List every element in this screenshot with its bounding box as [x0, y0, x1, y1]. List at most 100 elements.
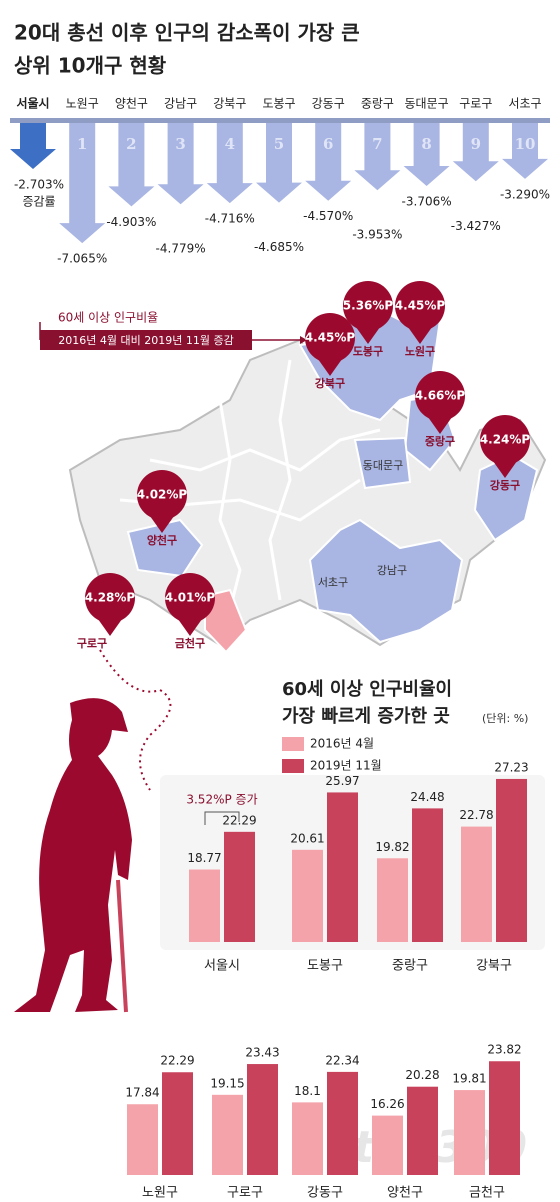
category-label: 도봉구	[307, 959, 343, 974]
top-band	[10, 118, 550, 123]
cane	[116, 879, 128, 1013]
value-label: 22.78	[459, 808, 493, 822]
bar	[407, 1086, 438, 1175]
category-label: 서울시	[204, 959, 240, 974]
value-label: -2.703%	[14, 177, 64, 191]
category-label: 양천구	[387, 1186, 423, 1201]
value-label: -3.953%	[352, 228, 402, 242]
value-label: -3.427%	[451, 219, 501, 233]
value-label: 25.97	[325, 774, 359, 788]
arrow	[305, 123, 352, 201]
bar	[412, 808, 443, 942]
category-label: 구로구	[227, 1186, 263, 1201]
rank: 7	[372, 135, 382, 153]
legend-label: 2016년 4월	[310, 737, 374, 751]
value-label: 19.15	[210, 1076, 244, 1090]
pin	[305, 313, 355, 363]
category-label: 양천구	[115, 96, 148, 111]
bar	[212, 1094, 243, 1175]
rank: 4	[225, 135, 235, 153]
value-label: -3.290%	[500, 187, 550, 201]
annotation: 3.52%P 증가	[186, 793, 257, 807]
district	[308, 518, 464, 644]
figure	[14, 698, 132, 1012]
category-label: 서울시	[16, 96, 49, 111]
category-label: 금천구	[469, 1186, 505, 1201]
arrow	[403, 123, 450, 187]
bar	[292, 849, 323, 942]
category-label: 중랑구	[392, 959, 428, 974]
rank: 5	[274, 135, 284, 153]
bar	[189, 869, 220, 942]
category-label: 노원구	[142, 1186, 178, 1201]
pin-district: 강북구	[315, 376, 345, 390]
pin-district: 양천구	[147, 533, 177, 547]
rank: 2	[126, 135, 136, 153]
map: 동대문구 서초구 강남구	[68, 298, 547, 654]
pin-value: 4.66%P	[415, 389, 466, 403]
pin	[415, 371, 465, 421]
arrow	[108, 123, 155, 207]
bar	[496, 778, 527, 942]
silhouette	[14, 698, 132, 1013]
district	[353, 436, 412, 490]
category-label: 서초구	[508, 97, 541, 111]
value-label: -3.706%	[402, 195, 452, 209]
arrow	[354, 123, 401, 191]
value-label: -7.065%	[57, 252, 107, 266]
value-label: -4.779%	[156, 242, 206, 256]
value-label: 16.26	[370, 1097, 404, 1111]
category-label: 강남구	[164, 97, 197, 111]
value-label: 19.82	[375, 840, 409, 854]
district	[204, 588, 248, 654]
rank: 9	[471, 135, 481, 153]
category-label: 강북구	[213, 97, 246, 111]
chart-title: 60세 이상 인구비율이	[282, 679, 452, 700]
value-label: -4.685%	[254, 240, 304, 254]
rank: 10	[515, 135, 536, 153]
value-label: 23.43	[245, 1046, 279, 1060]
pin-district: 구로구	[77, 637, 107, 650]
bar	[327, 792, 358, 942]
note-title: 60세 이상 인구비율	[58, 311, 158, 325]
value-label: -4.903%	[106, 215, 156, 229]
note-arrowhead	[300, 336, 307, 344]
bar	[162, 1072, 193, 1175]
arrow	[157, 123, 204, 205]
pin	[480, 415, 530, 465]
value-label: -4.570%	[303, 209, 353, 223]
pin-district: 노원구	[405, 344, 435, 358]
rank: 6	[323, 135, 333, 153]
value-label: 22.29	[160, 1054, 194, 1068]
pin-value: 4.45%P	[395, 299, 446, 313]
pin	[85, 573, 135, 623]
value-label: 27.23	[494, 760, 528, 774]
bar	[247, 1064, 278, 1175]
category-label: 강북구	[476, 959, 512, 974]
pin-value: 5.36%P	[343, 299, 394, 313]
title-line: 상위 10개구 현황	[14, 54, 167, 78]
legend-swatch	[282, 759, 304, 773]
category-label: 도봉구	[262, 97, 295, 111]
pin	[343, 281, 393, 331]
pin	[395, 281, 445, 331]
bar	[327, 1071, 358, 1175]
pin-district: 중랑구	[425, 435, 455, 448]
value-label: 18.77	[187, 851, 221, 865]
pin-value: 4.02%P	[137, 488, 188, 502]
category-label: 동대문구	[405, 97, 449, 111]
bar	[127, 1104, 158, 1175]
bar	[454, 1090, 485, 1175]
arrow	[256, 123, 302, 203]
value-label: 24.48	[410, 790, 444, 804]
pin-district: 도봉구	[353, 345, 383, 358]
pin-value: 4.45%P	[305, 331, 356, 345]
district-label: 강남구	[377, 564, 407, 577]
bar	[292, 1102, 323, 1175]
arrow	[502, 123, 548, 179]
pin-district: 금천구	[175, 636, 205, 650]
category-label: 중랑구	[361, 97, 394, 111]
pin	[165, 573, 215, 623]
title-line: 20대 총선 이후 인구의 감소폭이 가장 큰	[14, 21, 360, 45]
